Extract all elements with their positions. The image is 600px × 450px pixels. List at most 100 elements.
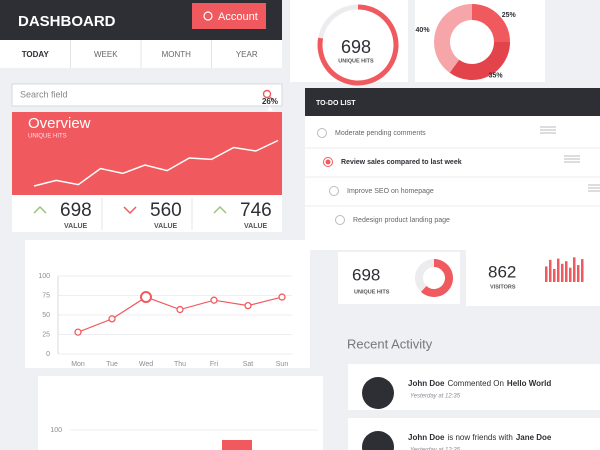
point [210, 296, 218, 304]
stat-value: 698 [60, 200, 92, 221]
donut-segment [434, 4, 473, 73]
todo-text: Improve SEO on homepage [347, 188, 434, 195]
point [140, 291, 152, 304]
point [176, 305, 184, 314]
todo-header [305, 88, 600, 116]
todo-text: Review sales compared to last week [341, 159, 462, 166]
sparkline [33, 139, 279, 187]
y-tick-label: 100 [50, 427, 62, 434]
tab[interactable]: MONTH [162, 50, 192, 59]
ring-progress [317, 4, 399, 86]
activity-action: Commented On [447, 379, 503, 388]
point [74, 328, 82, 336]
y-tick-label: 0 [46, 351, 50, 358]
point [244, 301, 252, 310]
visitors-card [466, 250, 600, 306]
x-tick-label: Sat [243, 361, 254, 368]
visitor-bar [553, 269, 556, 282]
point [108, 315, 116, 323]
account-label[interactable]: Account [218, 11, 258, 23]
activity-time: Yesterday at 12:35 [410, 448, 461, 450]
y-tick-label: 100 [38, 273, 50, 280]
small-hits-value: 698 [352, 265, 380, 284]
todo-text: Moderate pending comments [335, 130, 426, 137]
donut-label: 40% [416, 27, 431, 34]
activity-time: Yesterday at 12:35 [410, 394, 461, 400]
header-title: DASHBOARD [18, 13, 116, 30]
bar [222, 440, 252, 450]
visitor-bar [549, 259, 552, 282]
overview-card [12, 112, 282, 210]
todo-text: Redesign product landing page [353, 217, 450, 224]
y-tick-label: 75 [42, 292, 50, 299]
badge-arrow [267, 106, 273, 111]
stat-value: 746 [240, 200, 272, 221]
activity-target: Jane Doe [516, 433, 552, 442]
bottom-chart-card [38, 376, 323, 450]
account-icon [203, 11, 213, 21]
visitor-bar [545, 266, 548, 282]
account-button[interactable]: Account [192, 3, 266, 29]
x-tick-label: Mon [71, 361, 85, 368]
todo-check[interactable] [329, 186, 339, 196]
todo-card [305, 116, 600, 250]
todo-title: TO-DO LIST [316, 100, 356, 107]
donut-segment [449, 41, 510, 80]
avatar [362, 377, 394, 409]
trend-icon [123, 206, 137, 215]
tab[interactable]: WEEK [94, 50, 118, 59]
tab[interactable]: YEAR [236, 50, 258, 59]
avatar [362, 431, 394, 450]
todo-check-dot [325, 159, 331, 165]
stat-label: VALUE [244, 223, 268, 230]
y-tick-label: 50 [42, 312, 50, 319]
tab[interactable]: TODAY [22, 50, 50, 59]
visitors-value: 862 [488, 262, 516, 281]
visitor-bar [561, 263, 564, 282]
trend-icon [33, 205, 47, 214]
todo-check[interactable] [317, 128, 327, 138]
stat-label: VALUE [154, 223, 178, 230]
donut-label: 35% [489, 73, 504, 80]
search-icon [262, 89, 272, 99]
visitor-bar [565, 261, 568, 282]
visitor-bar [573, 257, 576, 282]
search-icon-handle [269, 96, 274, 101]
visitor-bar [557, 258, 560, 282]
activity-title: Recent Activity [347, 336, 433, 351]
search-placeholder: Search field [20, 89, 68, 99]
stat-value: 560 [150, 200, 182, 221]
stat-label: VALUE [64, 223, 88, 230]
point [278, 293, 286, 301]
todo-check[interactable] [335, 215, 345, 225]
overview-subtitle: UNIQUE HITS [28, 134, 67, 140]
hits-label: UNIQUE HITS [338, 58, 374, 64]
overview-badge: 26% [262, 97, 278, 106]
x-tick-label: Fri [210, 361, 219, 368]
hits-value: 698 [341, 37, 371, 57]
x-tick-label: Thu [174, 361, 186, 368]
stats-card [12, 195, 282, 232]
visitor-bar [577, 265, 580, 282]
search-field[interactable] [11, 83, 283, 107]
line-chart-card [25, 240, 310, 368]
visitor-bar [581, 259, 584, 282]
overview-title: Overview [28, 115, 91, 132]
activity-action: is now friends with [447, 433, 512, 442]
donut-label: 25% [502, 12, 517, 19]
x-tick-label: Tue [106, 361, 118, 368]
visitors-label: VISITORS [490, 284, 516, 290]
activity-text: John Doe Commented On Hello World [408, 379, 551, 388]
activity-target: Hello World [507, 379, 551, 388]
y-tick-label: 25 [42, 331, 50, 338]
donut-segment [471, 4, 510, 43]
x-tick-label: Wed [139, 361, 153, 368]
visitor-bar [569, 267, 572, 282]
x-tick-label: Sun [276, 361, 289, 368]
activity-name: John Doe [408, 433, 445, 442]
trend-icon [213, 205, 227, 214]
activity-text: John Doe is now friends with Jane Doe [408, 433, 552, 442]
small-hits-label: UNIQUE HITS [354, 289, 390, 295]
